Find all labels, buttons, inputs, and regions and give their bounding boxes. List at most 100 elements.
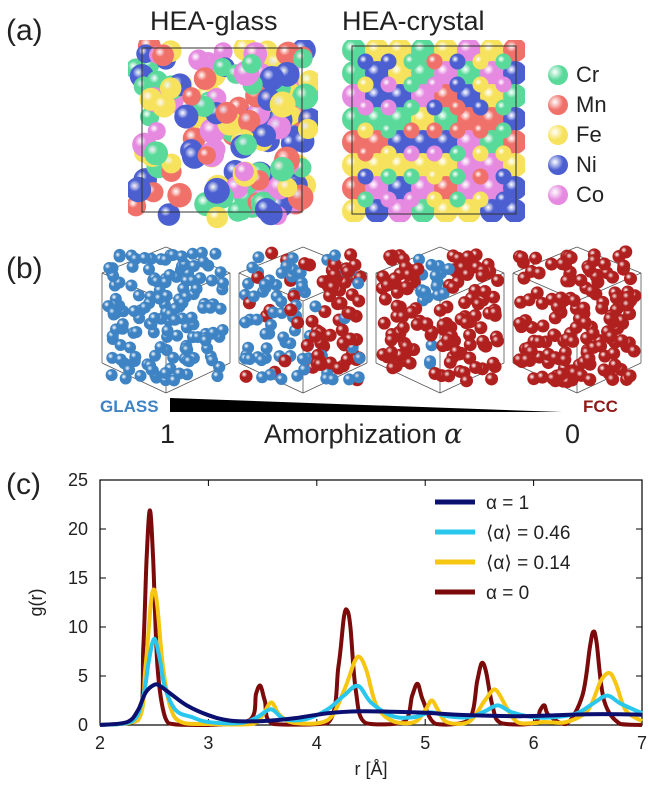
atom: [132, 289, 145, 302]
atom: [275, 295, 288, 308]
atom: [142, 263, 155, 276]
atom: [259, 66, 285, 91]
atom: [308, 329, 322, 343]
atom: [378, 292, 392, 306]
atom: [471, 297, 485, 311]
y-tick-label: 0: [78, 715, 88, 735]
atom: [316, 275, 330, 289]
atom: [486, 356, 500, 370]
atom: [296, 352, 309, 365]
atom: [429, 269, 442, 282]
atom: [138, 301, 151, 314]
atom: [402, 268, 416, 282]
atom: [609, 291, 623, 305]
atom: [174, 104, 199, 129]
atom: [578, 316, 592, 330]
atom: [242, 277, 255, 290]
legend-item-cr: Cr: [548, 60, 607, 90]
atom: [105, 368, 118, 381]
atom: [597, 363, 611, 377]
atom: [495, 145, 512, 162]
atom: [343, 373, 356, 386]
atom: [476, 334, 490, 348]
atom: [621, 298, 635, 312]
alpha-symbol: α: [444, 419, 463, 450]
atom: [264, 318, 277, 331]
atom: [197, 255, 210, 268]
panel-a-label: (a): [6, 14, 43, 47]
atom: [313, 357, 327, 371]
atom: [128, 305, 141, 318]
atom: [181, 343, 194, 356]
atom: [617, 259, 631, 273]
atom: [300, 338, 314, 352]
atom: [433, 303, 447, 317]
atom: [426, 99, 443, 116]
atom: [442, 263, 455, 276]
atom: [469, 360, 483, 374]
atom: [449, 76, 466, 93]
atom: [235, 133, 258, 156]
atom: [190, 282, 203, 295]
atom: [269, 91, 296, 118]
atom: [253, 124, 277, 148]
atom: [150, 275, 163, 288]
atom: [318, 305, 332, 319]
structure-cube: [101, 246, 231, 394]
atom: [532, 266, 546, 280]
atom: [463, 328, 477, 342]
legend-label: α = 0: [486, 583, 529, 604]
atom: [323, 328, 337, 342]
atom: [340, 352, 354, 366]
atom: [352, 294, 366, 308]
cr-atom-swatch: [548, 65, 568, 85]
atom: [204, 301, 217, 314]
atom: [536, 319, 550, 333]
legend-label: Ni: [576, 152, 597, 177]
atom: [472, 168, 489, 185]
legend-label: Co: [576, 182, 605, 207]
atom: [199, 334, 212, 347]
atom: [615, 334, 629, 348]
atom: [403, 53, 420, 70]
series-line: [99, 636, 643, 727]
atom: [426, 168, 443, 185]
atom: [558, 353, 572, 367]
atom: [449, 122, 466, 139]
atom: [442, 369, 456, 383]
ni-atom-swatch: [548, 155, 568, 175]
atom: [334, 296, 348, 310]
atom: [426, 122, 443, 139]
y-tick-label: 20: [68, 519, 88, 539]
atom: [341, 265, 355, 279]
legend-label: Cr: [576, 62, 600, 87]
x-axis-label: r [Å]: [354, 759, 387, 779]
atom: [160, 289, 173, 302]
atom: [152, 44, 174, 67]
atom: [211, 370, 224, 383]
atom: [241, 54, 262, 74]
atom: [246, 261, 259, 274]
y-axis-label: g(r): [26, 589, 46, 617]
atom: [419, 285, 432, 298]
atom: [380, 278, 394, 292]
atom: [182, 87, 201, 106]
atom: [460, 374, 474, 388]
atom: [597, 257, 611, 271]
atom: [515, 251, 529, 265]
atom: [292, 83, 318, 110]
atom: [403, 122, 420, 139]
co-atom-swatch: [548, 185, 568, 205]
atom: [305, 314, 319, 328]
atom: [328, 249, 341, 262]
atom: [237, 109, 261, 133]
atom: [624, 272, 638, 286]
atom: [567, 293, 581, 307]
atom: [258, 278, 271, 291]
atom: [291, 369, 304, 382]
amorphization-right-value: 0: [565, 419, 581, 449]
atom: [495, 99, 512, 116]
atom: [297, 118, 318, 140]
atom: [188, 49, 209, 71]
legend-label: α = 1: [486, 493, 529, 514]
